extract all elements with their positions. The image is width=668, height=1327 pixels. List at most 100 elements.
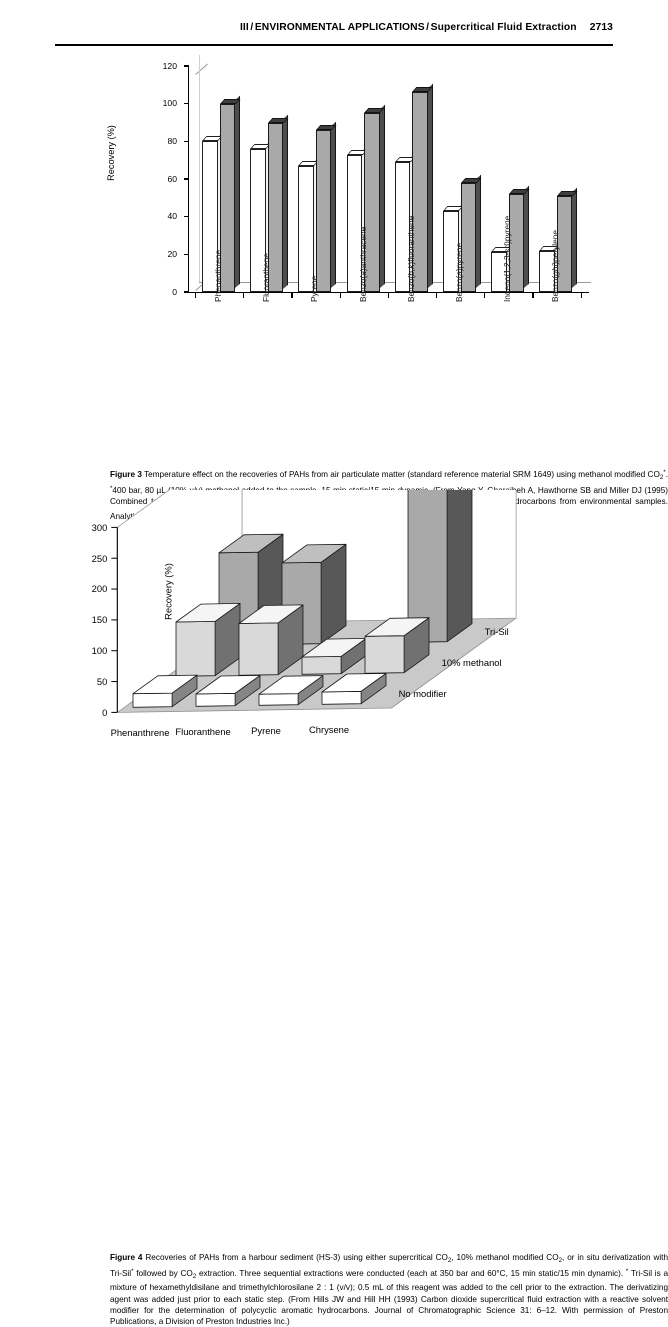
chart4-y-tick-label: 250	[91, 552, 108, 564]
header-rule	[55, 44, 613, 46]
chart4-y-tick-label: 0	[102, 706, 108, 718]
chart3-y-tick-mark	[184, 216, 189, 218]
chart3-y-tick-label: 80	[167, 136, 177, 147]
chart3-bar	[460, 174, 481, 292]
figure-4-chart: Recovery (%) 0 50 100 150 200 250 300 Phenanthr…	[55, 490, 613, 755]
chart3-bar-side	[379, 104, 385, 288]
chart4-bar-top	[195, 674, 261, 695]
running-head-separator-2: /	[426, 22, 430, 33]
figure-4: Recovery (%) 0 50 100 150 200 250 300 Phenanthr…	[55, 490, 668, 1326]
chart3-x-tick-label: Benzo(a)pyrene	[454, 242, 464, 302]
running-head-category: ENVIRONMENTAL APPLICATIONS	[254, 22, 425, 33]
running-head-section: III	[239, 22, 249, 33]
chart4-bar-top	[281, 543, 347, 564]
chart3-bar	[443, 202, 464, 292]
figure-4-caption-text: Recoveries of PAHs from a harbour sedime…	[110, 1253, 668, 1327]
chart3-bar-face	[267, 122, 284, 292]
chart4-bar-face	[175, 620, 216, 677]
chart4-category-label: Chrysene	[308, 724, 350, 736]
chart3-bar	[412, 84, 433, 292]
chart4-category-label: Fluoranthene	[175, 726, 231, 738]
chart3-bar-face	[364, 113, 380, 292]
running-head: III / ENVIRONMENTAL APPLICATIONS / Supercrit…	[240, 22, 613, 33]
chart4-bar-face	[132, 692, 173, 708]
chart4-y-tick-label: 50	[96, 675, 108, 687]
chart3-y-axis-label: Recovery (%)	[106, 125, 116, 181]
chart3-bar-side	[572, 187, 578, 288]
chart3-y-tick-label: 20	[167, 249, 177, 260]
chart3-bar-side	[331, 121, 337, 288]
chart4-bar-side	[446, 490, 473, 643]
chart3-y-tick-mark	[184, 291, 189, 293]
chart4-bar-top	[132, 674, 198, 695]
chart3-bar-face	[412, 92, 428, 292]
chart3-bar-face	[556, 195, 573, 292]
chart4-y-axis-label: Recovery (%)	[162, 563, 174, 620]
chart3-bar	[364, 104, 385, 292]
chart3-bar	[508, 185, 530, 292]
chart3-bar-side	[235, 95, 240, 288]
chart3-bar-face	[298, 165, 314, 292]
chart3-ceiling-edge	[195, 63, 208, 75]
chart3-bar	[394, 153, 416, 292]
running-head-separator-1: /	[250, 22, 254, 33]
chart3-bar-side	[476, 174, 481, 288]
chart3-x-tick-mark	[532, 293, 534, 298]
chart3-x-tick-label: Phenanthrene	[213, 249, 223, 302]
chart3-bar-face	[394, 162, 411, 292]
chart3-bar-face	[508, 194, 525, 292]
chart4-series-label: 10% methanol	[441, 657, 502, 669]
chart3-x-tick-label: Pyrene	[309, 275, 320, 302]
chart3-x-tick-mark	[195, 293, 197, 298]
page-number: 2713	[589, 22, 613, 33]
chart4-y-tick-label: 200	[91, 583, 108, 595]
chart4-y-tick-label: 300	[91, 521, 108, 533]
figure-4-caption-label: Figure 4	[110, 1253, 143, 1262]
chart3-x-tick-label: Benzo(ghi)perylene	[550, 230, 561, 302]
chart4-bar-face	[407, 490, 448, 643]
chart3-bar	[556, 187, 578, 292]
chart3-y-tick-mark	[184, 178, 189, 180]
chart4-3d-canvas	[111, 490, 517, 713]
chart3-bar	[202, 133, 223, 292]
chart3-x-tick-mark	[436, 293, 438, 298]
chart3-y-tick-mark	[184, 103, 189, 105]
chart3-x-tick-mark	[580, 293, 582, 298]
chart3-y-tick-mark	[184, 140, 189, 142]
chart3-bar-side	[427, 84, 433, 288]
chart3-bar-face	[346, 154, 363, 292]
chart3-x-tick-label: Fluoranthene	[261, 253, 272, 302]
chart3-y-tick-mark	[184, 253, 189, 255]
chart4-bar-face	[238, 622, 279, 676]
figure-3-chart: Recovery (%) 0 20 40 60 80 100 120 Phenanthrene…	[55, 55, 613, 403]
chart3-x-tick-label: Indeno(1,2,3-cd)pyrene	[502, 215, 513, 302]
chart3-bar-face	[539, 250, 555, 292]
chart3-x-tick-mark	[339, 293, 341, 298]
chart3-bar-face	[250, 148, 266, 292]
chart3-bar	[491, 244, 512, 292]
chart3-x-tick-mark	[484, 293, 486, 298]
running-head-topic: Supercritical Fluid Extraction	[430, 22, 577, 33]
chart3-x-axis	[188, 292, 589, 294]
chart4-bar-face	[301, 655, 342, 675]
chart3-y-tick-label: 40	[167, 211, 177, 222]
chart4-bar-face	[258, 693, 299, 706]
chart4-y-tick-label: 100	[91, 645, 108, 657]
chart4-bar-face	[321, 690, 362, 705]
chart3-bar-side	[283, 114, 289, 288]
chart3-bar-face	[491, 252, 507, 292]
chart3-x-tick-mark	[387, 293, 389, 298]
figure-3: Recovery (%) 0 20 40 60 80 100 120 Phenanthrene…	[55, 55, 668, 521]
chart4-bar-top	[258, 675, 324, 695]
chart3-bar	[298, 157, 319, 292]
chart3-bar-face	[443, 211, 459, 292]
figure-3-caption-label: Figure 3	[110, 470, 142, 479]
chart3-x-tick-label: Benzo(b,k)fluoranthene	[405, 215, 416, 302]
chart4-series-label: Tri-Sil	[484, 626, 509, 638]
chart3-y-tick-label: 120	[162, 60, 177, 71]
chart3-x-tick-mark	[291, 293, 293, 298]
chart3-bar	[315, 121, 337, 292]
chart3-x-tick-label: Benzo(a)anthracene	[357, 226, 368, 302]
chart3-bar-face	[315, 130, 332, 292]
chart4-bar-top	[321, 672, 387, 693]
